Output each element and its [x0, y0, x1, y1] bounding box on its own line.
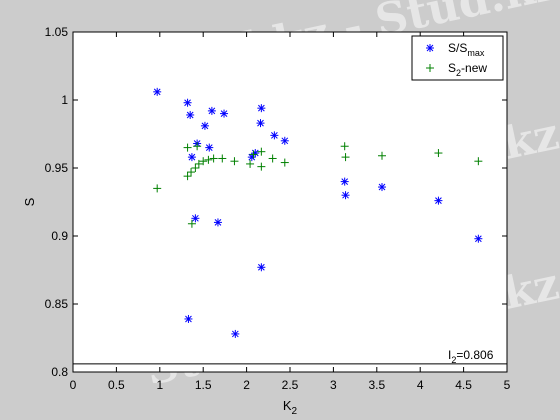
data-point-star: [213, 218, 222, 227]
data-point-plus: [183, 172, 192, 181]
data-point-plus: [191, 164, 200, 172]
data-point-star: [200, 121, 209, 130]
legend-plus-marker: [426, 64, 434, 72]
data-point-plus: [249, 150, 258, 159]
data-point-plus: [204, 155, 213, 164]
data-point-plus: [230, 157, 239, 166]
legend-box: [411, 35, 504, 81]
x-tick-label: 0.5: [108, 378, 125, 392]
data-point-plus: [378, 151, 387, 160]
data-point-star: [183, 98, 192, 107]
x-axis-label: K2: [283, 398, 298, 417]
data-point-star: [270, 131, 279, 140]
data-point-plus: [474, 157, 483, 166]
data-point-star: [220, 109, 229, 118]
data-point-plus: [193, 142, 202, 151]
series-1: [153, 142, 483, 228]
y-tick-label: 1: [61, 93, 68, 107]
data-point-plus: [153, 184, 162, 193]
x-tick-label: 1.5: [195, 378, 212, 392]
data-point-plus: [434, 149, 443, 158]
data-point-star: [257, 104, 266, 113]
annotation-text: I2=0.806: [448, 348, 494, 365]
data-point-plus: [187, 168, 196, 177]
data-point-plus: [187, 219, 196, 228]
x-tick-label: 0: [70, 378, 77, 392]
x-tick-label: 3: [330, 378, 337, 392]
legend-marker-s-smax: [426, 44, 434, 52]
data-point-plus: [268, 154, 277, 163]
legend-marker-s2-new: [426, 64, 434, 72]
data-point-star: [257, 263, 266, 272]
data-point-star: [378, 183, 387, 192]
data-point-plus: [218, 154, 227, 163]
data-point-star: [341, 191, 350, 200]
x-tick-label: 4.5: [455, 378, 472, 392]
x-tick-label: 5: [504, 378, 511, 392]
data-point-star: [191, 214, 200, 223]
x-tick-label: 2: [243, 378, 250, 392]
y-tick-label: 0.9: [51, 229, 68, 243]
series-layer: [153, 87, 483, 338]
y-axis-label: S: [22, 197, 37, 206]
data-point-star: [256, 119, 265, 128]
data-point-plus: [341, 153, 350, 162]
data-point-plus: [194, 159, 203, 168]
data-point-star: [474, 234, 483, 243]
x-tick-label: 4: [417, 378, 424, 392]
data-point-star: [184, 314, 193, 323]
data-point-plus: [246, 159, 255, 168]
plot-area: [72, 31, 508, 373]
data-point-star: [231, 329, 240, 338]
data-point-plus: [340, 142, 349, 151]
data-point-star: [280, 136, 289, 145]
y-axis-ticks: 0.8 0.85 0.9 0.95 1 1.05: [45, 25, 507, 379]
y-tick-label: 0.85: [45, 297, 69, 311]
x-tick-label: 2.5: [282, 378, 299, 392]
x-tick-label: 3.5: [368, 378, 385, 392]
x-axis-ticks: 0 0.5 1 1.5 2 2.5 3 3.5 4 4.5 5: [70, 32, 511, 392]
data-point-star: [205, 143, 214, 152]
data-point-plus: [183, 143, 192, 152]
data-point-plus: [257, 147, 266, 156]
legend-label-s-smax: S/Smax: [448, 41, 485, 58]
legend-label-s2-new: S2-new: [448, 61, 487, 78]
data-point-star: [207, 106, 216, 115]
y-tick-label: 1.05: [45, 25, 69, 39]
data-point-star: [340, 177, 349, 186]
data-point-star: [251, 149, 260, 158]
x-tick-label: 1: [156, 378, 163, 392]
y-tick-label: 0.8: [51, 365, 68, 379]
data-point-star: [186, 110, 195, 119]
data-point-star: [187, 153, 196, 162]
series-0: [153, 87, 483, 338]
data-point-star: [434, 196, 443, 205]
data-point-plus: [257, 162, 266, 171]
data-point-plus: [280, 158, 289, 167]
data-point-star: [153, 87, 162, 96]
data-point-plus: [199, 157, 208, 166]
y-tick-label: 0.95: [45, 161, 69, 175]
legend-star-marker: [426, 44, 434, 52]
legend: S/Smax S2-new: [411, 35, 504, 81]
data-point-plus: [209, 154, 218, 163]
